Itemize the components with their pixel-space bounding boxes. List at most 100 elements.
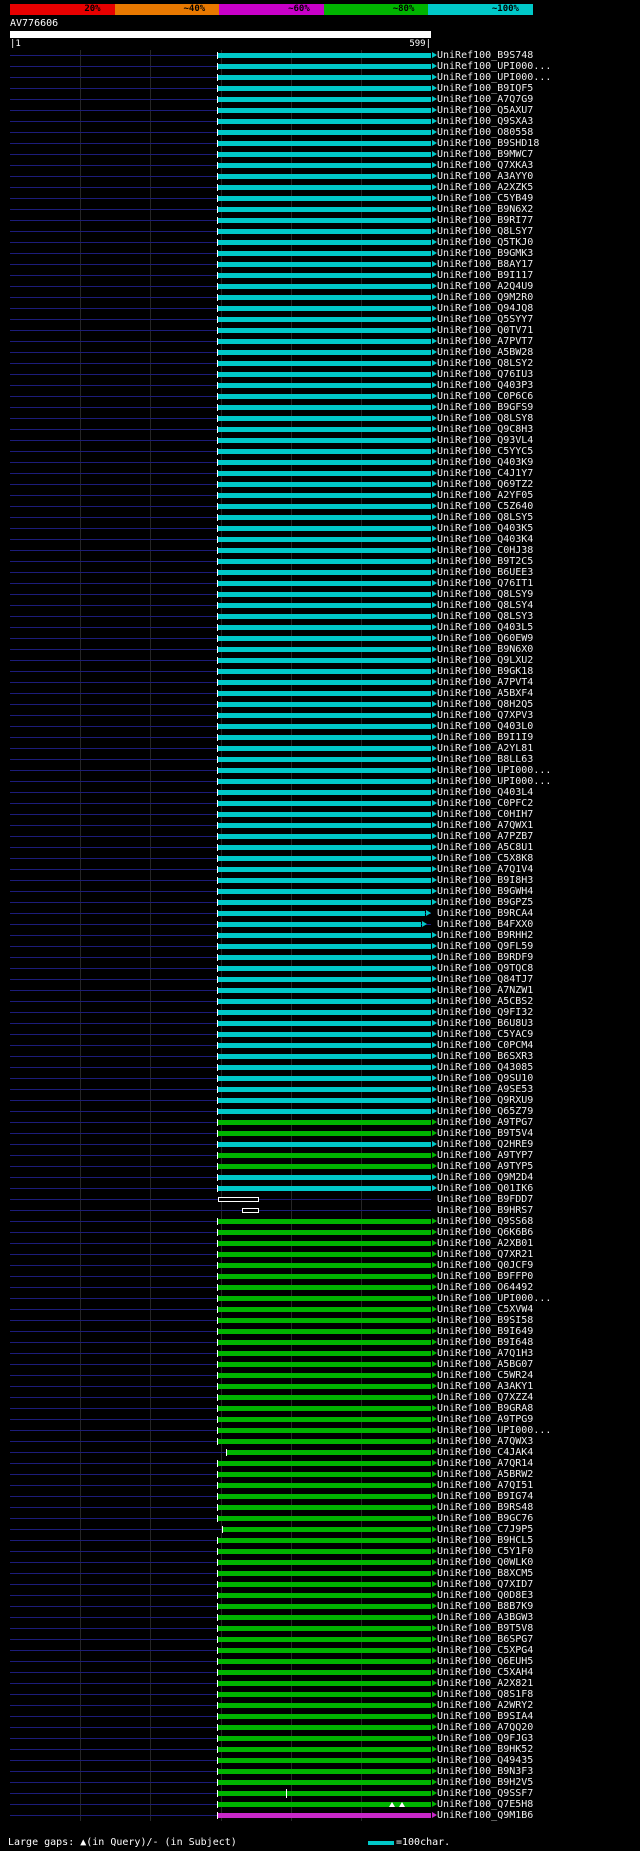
hit-label[interactable]: UniRef100_Q7XPV3 [437, 710, 534, 721]
hit-label[interactable]: UniRef100_Q7XKA3 [437, 160, 534, 171]
hsp-bar[interactable] [217, 1384, 431, 1389]
hit-label[interactable]: UniRef100_B8LL63 [437, 754, 534, 765]
hsp-bar[interactable] [217, 438, 431, 443]
hsp-bar[interactable] [217, 768, 431, 773]
hit-label[interactable]: UniRef100_Q403L4 [437, 787, 534, 798]
hit-label[interactable]: UniRef100_Q403L0 [437, 721, 534, 732]
hit-label[interactable]: UniRef100_Q5AXU7 [437, 105, 534, 116]
hsp-bar[interactable] [217, 1725, 431, 1730]
hsp-bar[interactable] [217, 1483, 431, 1488]
hsp-bar[interactable] [217, 361, 431, 366]
hit-label[interactable]: UniRef100_A7QWX1 [437, 820, 534, 831]
hsp-bar[interactable] [217, 1142, 431, 1147]
hsp-bar[interactable] [217, 251, 431, 256]
hsp-bar[interactable] [217, 1780, 431, 1785]
hsp-bar[interactable] [217, 1340, 431, 1345]
hsp-bar[interactable] [217, 746, 431, 751]
hsp-bar[interactable] [217, 581, 431, 586]
hsp-bar[interactable] [217, 1010, 431, 1015]
hsp-bar[interactable] [217, 427, 431, 432]
hit-label[interactable]: UniRef100_Q403L5 [437, 622, 534, 633]
hit-label[interactable]: UniRef100_B9GC76 [437, 1513, 534, 1524]
hit-label[interactable]: UniRef100_Q403P3 [437, 380, 534, 391]
hit-label[interactable]: UniRef100_Q76IT1 [437, 578, 534, 589]
hit-label[interactable]: UniRef100_B9SI58 [437, 1315, 534, 1326]
hit-label[interactable]: UniRef100_A7QWX3 [437, 1436, 534, 1447]
hit-label[interactable]: UniRef100_Q9M1B6 [437, 1810, 534, 1821]
hsp-bar[interactable] [217, 207, 431, 212]
hit-label[interactable]: UniRef100_C4JAK4 [437, 1447, 534, 1458]
hit-label[interactable]: UniRef100_Q65Z79 [437, 1106, 534, 1117]
hit-label[interactable]: UniRef100_Q84TJ7 [437, 974, 534, 985]
hit-label[interactable]: UniRef100_A5BXF4 [437, 688, 534, 699]
hit-label[interactable]: UniRef100_Q2HRE9 [437, 1139, 534, 1150]
hsp-bar[interactable] [217, 504, 431, 509]
hit-label[interactable]: UniRef100_Q403K9 [437, 457, 534, 468]
hit-label[interactable]: UniRef100_B9H2V5 [437, 1777, 534, 1788]
hsp-bar[interactable] [217, 1659, 431, 1664]
hsp-bar[interactable] [217, 262, 431, 267]
hsp-bar[interactable] [217, 867, 431, 872]
hsp-bar[interactable] [217, 1461, 431, 1466]
hsp-bar[interactable] [217, 1285, 431, 1290]
hsp-bar[interactable] [217, 1395, 431, 1400]
hit-label[interactable]: UniRef100_Q7XR21 [437, 1249, 534, 1260]
hsp-bar[interactable] [217, 812, 431, 817]
hsp-bar[interactable] [217, 1241, 431, 1246]
hit-label[interactable]: UniRef100_UPI000... [437, 776, 552, 787]
hit-label[interactable]: UniRef100_Q8S1F8 [437, 1689, 534, 1700]
hit-label[interactable]: UniRef100_B9GPZ5 [437, 897, 534, 908]
hit-label[interactable]: UniRef100_Q9M2R0 [437, 292, 534, 303]
hsp-bar[interactable] [217, 229, 431, 234]
hit-label[interactable]: UniRef100_B4FXX0 [437, 919, 534, 930]
hsp-bar[interactable] [217, 1472, 431, 1477]
hit-label[interactable]: UniRef100_Q8H2Q5 [437, 699, 534, 710]
hsp-bar[interactable] [217, 174, 431, 179]
hsp-bar[interactable] [217, 691, 431, 696]
hit-label[interactable]: UniRef100_B8XCM5 [437, 1568, 534, 1579]
hit-label[interactable]: UniRef100_B9IQF5 [437, 83, 534, 94]
hsp-bar[interactable] [217, 130, 431, 135]
hit-label[interactable]: UniRef100_Q7E5H8 [437, 1799, 534, 1810]
hsp-bar[interactable] [217, 1230, 431, 1235]
hsp-bar[interactable] [217, 537, 431, 542]
hsp-bar[interactable] [217, 592, 431, 597]
hsp-bar[interactable] [217, 1329, 431, 1334]
hit-label[interactable]: UniRef100_B9GK18 [437, 666, 534, 677]
hit-label[interactable]: UniRef100_Q01IK6 [437, 1183, 534, 1194]
hsp-bar[interactable] [217, 1263, 431, 1268]
hit-label[interactable]: UniRef100_A7QR14 [437, 1458, 534, 1469]
hsp-bar[interactable] [217, 328, 431, 333]
hit-label[interactable]: UniRef100_B9I117 [437, 270, 534, 281]
hsp-bar[interactable] [217, 1615, 431, 1620]
hit-label[interactable]: UniRef100_Q9C8H3 [437, 424, 534, 435]
hsp-bar[interactable] [217, 1538, 431, 1543]
hsp-bar[interactable] [217, 1428, 431, 1433]
hit-label[interactable]: UniRef100_Q8LSY8 [437, 413, 534, 424]
hit-label[interactable]: UniRef100_Q43085 [437, 1062, 534, 1073]
hsp-bar[interactable] [217, 416, 431, 421]
hit-label[interactable]: UniRef100_A7Q7G9 [437, 94, 534, 105]
hit-label[interactable]: UniRef100_Q6EUH5 [437, 1656, 534, 1667]
hit-label[interactable]: UniRef100_B6UEE3 [437, 567, 534, 578]
hit-label[interactable]: UniRef100_Q9RXU9 [437, 1095, 534, 1106]
hit-label[interactable]: UniRef100_A7PVT7 [437, 336, 534, 347]
hit-label[interactable]: UniRef100_O64492 [437, 1282, 534, 1293]
hit-label[interactable]: UniRef100_Q9M2D4 [437, 1172, 534, 1183]
hsp-bar[interactable] [217, 570, 431, 575]
hsp-bar[interactable] [217, 1318, 431, 1323]
hit-label[interactable]: UniRef100_A2YF05 [437, 490, 534, 501]
hit-label[interactable]: UniRef100_C0HIH7 [437, 809, 534, 820]
hit-label[interactable]: UniRef100_B8AY17 [437, 259, 534, 270]
hit-label[interactable]: UniRef100_A2X821 [437, 1678, 534, 1689]
hit-label[interactable]: UniRef100_UPI000... [437, 1293, 552, 1304]
hsp-bar[interactable] [217, 1604, 431, 1609]
hit-label[interactable]: UniRef100_B9GFS9 [437, 402, 534, 413]
hsp-bar[interactable] [217, 1791, 431, 1796]
hsp-bar[interactable] [217, 449, 431, 454]
hit-label[interactable]: UniRef100_B9N6X0 [437, 644, 534, 655]
hsp-bar[interactable] [217, 1351, 431, 1356]
hit-label[interactable]: UniRef100_Q9SU10 [437, 1073, 534, 1084]
hsp-bar[interactable] [217, 636, 431, 641]
hsp-bar[interactable] [217, 1505, 431, 1510]
